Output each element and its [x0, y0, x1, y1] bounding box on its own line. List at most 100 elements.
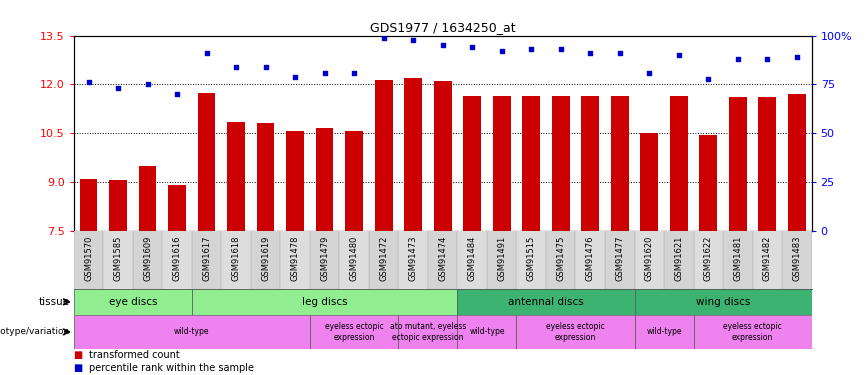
Text: ■: ■: [74, 363, 86, 374]
Text: GSM91618: GSM91618: [232, 235, 240, 281]
Text: leg discs: leg discs: [302, 297, 347, 307]
Bar: [546, 231, 575, 289]
Bar: [310, 231, 339, 289]
Text: GSM91515: GSM91515: [527, 235, 536, 280]
Text: GSM91472: GSM91472: [379, 235, 388, 280]
Point: [672, 52, 686, 58]
Text: eyeless ectopic
expression: eyeless ectopic expression: [546, 322, 605, 342]
Title: GDS1977 / 1634250_at: GDS1977 / 1634250_at: [370, 21, 516, 34]
Text: ato mutant, eyeless
ectopic expression: ato mutant, eyeless ectopic expression: [390, 322, 466, 342]
Point: [111, 85, 125, 91]
Text: wild-type: wild-type: [174, 327, 209, 336]
Point: [318, 70, 332, 76]
Bar: [694, 231, 723, 289]
Point: [554, 46, 568, 52]
Text: GSM91617: GSM91617: [202, 235, 211, 281]
Point: [288, 74, 302, 80]
Text: wild-type: wild-type: [647, 327, 681, 336]
Text: GSM91609: GSM91609: [143, 235, 152, 280]
Point: [790, 54, 804, 60]
Text: GSM91478: GSM91478: [291, 235, 299, 281]
Point: [259, 64, 273, 70]
Text: GSM91570: GSM91570: [84, 235, 93, 280]
Text: GSM91473: GSM91473: [409, 235, 418, 281]
Bar: [788, 94, 806, 231]
Bar: [369, 231, 398, 289]
Text: GSM91585: GSM91585: [114, 235, 122, 280]
Bar: [782, 231, 812, 289]
Bar: [487, 231, 516, 289]
Bar: [457, 231, 487, 289]
Text: GSM91480: GSM91480: [350, 235, 358, 280]
Point: [583, 50, 597, 56]
Bar: [404, 78, 422, 231]
Bar: [694, 315, 812, 349]
Bar: [516, 231, 546, 289]
Point: [642, 70, 656, 76]
Bar: [198, 93, 215, 231]
Point: [701, 75, 715, 81]
Bar: [635, 315, 694, 349]
Bar: [753, 231, 782, 289]
Bar: [227, 122, 245, 231]
Bar: [286, 132, 304, 231]
Bar: [80, 178, 97, 231]
Point: [406, 36, 420, 42]
Text: GSM91483: GSM91483: [792, 235, 801, 281]
Bar: [310, 315, 398, 349]
Bar: [582, 96, 599, 231]
Bar: [611, 96, 628, 231]
Bar: [257, 123, 274, 231]
Bar: [664, 231, 694, 289]
Text: ■: ■: [74, 350, 86, 360]
Bar: [133, 231, 162, 289]
Bar: [339, 231, 369, 289]
Bar: [523, 96, 540, 231]
Text: wild-type: wild-type: [470, 327, 504, 336]
Point: [731, 56, 745, 62]
Text: GSM91481: GSM91481: [733, 235, 742, 280]
Bar: [700, 135, 717, 231]
Text: eye discs: eye discs: [108, 297, 157, 307]
Bar: [428, 231, 457, 289]
Bar: [168, 185, 186, 231]
Bar: [139, 166, 156, 231]
Text: GSM91477: GSM91477: [615, 235, 624, 281]
Bar: [759, 98, 776, 231]
Bar: [493, 96, 510, 231]
Text: GSM91475: GSM91475: [556, 235, 565, 280]
Bar: [316, 128, 333, 231]
Bar: [729, 98, 746, 231]
Bar: [162, 231, 192, 289]
Text: genotype/variation: genotype/variation: [0, 327, 69, 336]
Bar: [280, 231, 310, 289]
Text: GSM91474: GSM91474: [438, 235, 447, 280]
Bar: [464, 96, 481, 231]
Bar: [192, 231, 221, 289]
Bar: [251, 231, 280, 289]
Point: [347, 70, 361, 76]
Text: GSM91620: GSM91620: [645, 235, 654, 280]
Text: percentile rank within the sample: percentile rank within the sample: [89, 363, 254, 374]
Point: [524, 46, 538, 52]
Text: GSM91482: GSM91482: [763, 235, 772, 280]
Text: tissue: tissue: [38, 297, 69, 307]
Bar: [575, 231, 605, 289]
Text: eyeless ectopic
expression: eyeless ectopic expression: [723, 322, 782, 342]
Point: [613, 50, 627, 56]
Text: antennal discs: antennal discs: [508, 297, 584, 307]
Bar: [345, 132, 363, 231]
Text: GSM91479: GSM91479: [320, 235, 329, 280]
Bar: [635, 289, 812, 315]
Bar: [192, 289, 457, 315]
Bar: [552, 96, 569, 231]
Bar: [109, 180, 127, 231]
Text: GSM91621: GSM91621: [674, 235, 683, 280]
Point: [760, 56, 774, 62]
Text: wing discs: wing discs: [696, 297, 750, 307]
Point: [82, 80, 95, 86]
Bar: [74, 289, 192, 315]
Bar: [398, 315, 457, 349]
Point: [170, 91, 184, 97]
Point: [141, 81, 155, 87]
